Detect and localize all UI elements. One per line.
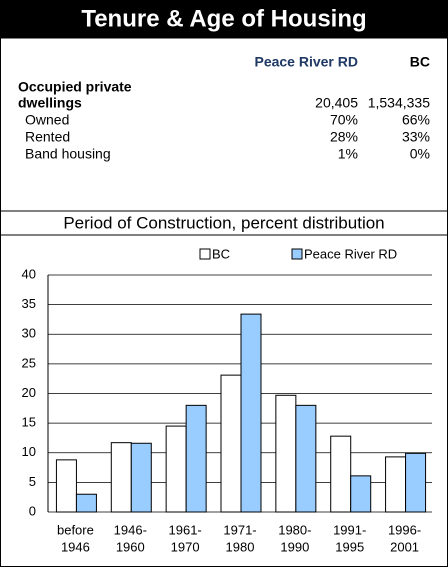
cell: 70% (330, 112, 358, 128)
x-tick-label: before (57, 522, 94, 537)
cell: 1% (338, 146, 358, 162)
bar (185, 404, 207, 513)
title: Tenure & Age of Housing (81, 5, 366, 32)
y-tick-label: 40 (22, 266, 36, 281)
y-tick-label: 35 (22, 296, 36, 311)
legend-label: BC (212, 246, 230, 261)
row-label: Owned (25, 112, 69, 128)
x-tick-label: 1980- (278, 522, 311, 537)
cell: 66% (402, 112, 430, 128)
y-tick-label: 10 (22, 444, 36, 459)
x-tick-label: 1961- (169, 522, 202, 537)
cell: 0% (410, 146, 430, 162)
column-header: BC (410, 54, 430, 70)
x-tick-label: 2001 (390, 539, 419, 554)
bar (330, 435, 352, 513)
bar (220, 374, 242, 513)
cell: 33% (402, 129, 430, 145)
y-tick-label: 0 (29, 503, 36, 518)
legend-swatch (291, 248, 303, 260)
row-label: Rented (25, 129, 70, 145)
x-tick-label: 1991- (333, 522, 366, 537)
bar (240, 313, 262, 513)
bar (275, 394, 297, 513)
column-header: Peace River RD (254, 54, 358, 70)
row-label: dwellings (18, 95, 82, 111)
bar (55, 459, 77, 513)
y-tick-label: 20 (22, 385, 36, 400)
legend-swatch (199, 248, 211, 260)
bar (130, 442, 152, 513)
bar (350, 475, 372, 513)
bar (110, 442, 132, 513)
x-tick-label: 1971- (223, 522, 256, 537)
cell: 20,405 (315, 95, 358, 111)
bar (405, 452, 427, 513)
y-tick-label: 25 (22, 355, 36, 370)
x-tick-label: 1995 (335, 539, 364, 554)
cell: 1,534,335 (368, 95, 430, 111)
chart: 0 5 10 15 20 25 30 35 40 BC Peace River RD before 19… (22, 246, 432, 554)
y-tick-label: 5 (29, 474, 36, 489)
bar (165, 425, 187, 513)
bar (75, 493, 97, 513)
title-bar (0, 0, 448, 38)
bar (295, 404, 317, 513)
chart-title: Period of Construction, percent distribu… (63, 213, 384, 232)
legend-label: Peace River RD (304, 246, 397, 261)
cell: 28% (330, 129, 358, 145)
y-tick-label: 15 (22, 415, 36, 430)
bar (385, 456, 407, 513)
row-label: Occupied private (18, 79, 132, 95)
x-tick-label: 1946 (61, 539, 90, 554)
y-tick-label: 30 (22, 326, 36, 341)
x-tick-label: 1946- (114, 522, 147, 537)
x-tick-label: 1996- (388, 522, 421, 537)
x-tick-label: 1990 (280, 539, 309, 554)
table: Peace River RD BC Occupied privatedwelling… (18, 54, 430, 162)
x-tick-label: 1980 (226, 539, 255, 554)
x-tick-label: 1960 (116, 539, 145, 554)
x-tick-label: 1970 (171, 539, 200, 554)
row-label: Band housing (25, 146, 111, 162)
